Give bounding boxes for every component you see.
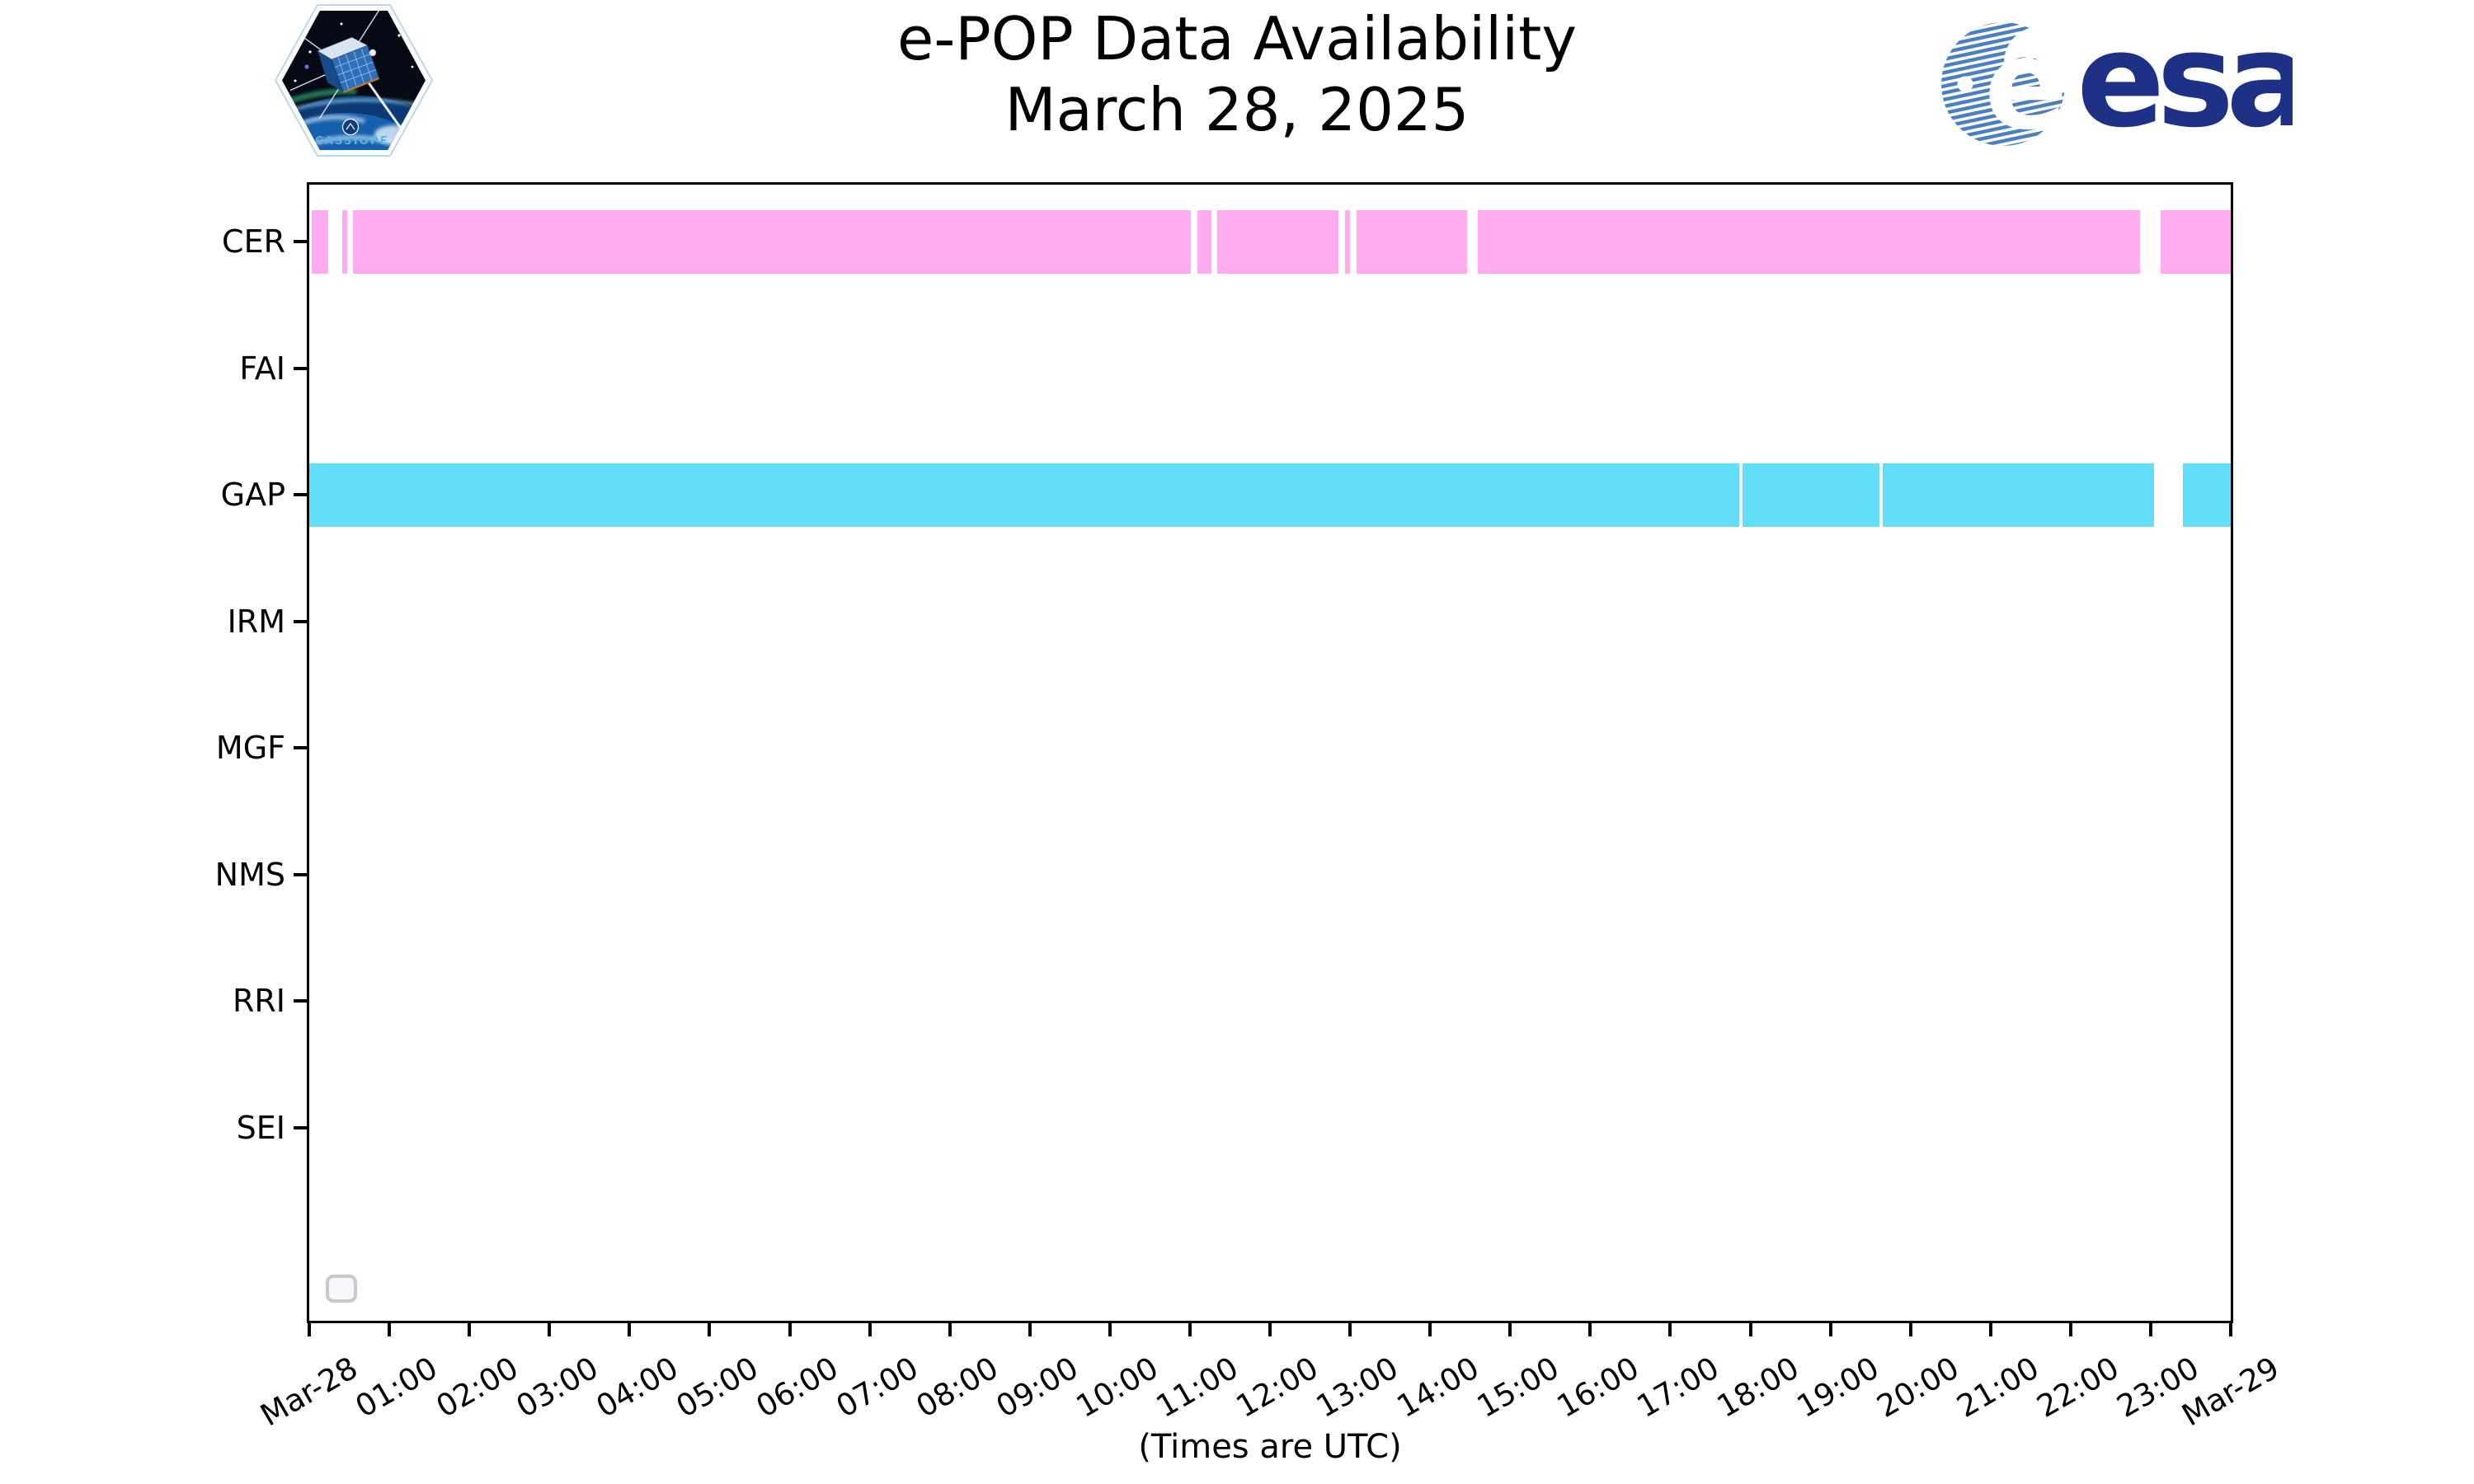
figure-title-line1: e-POP Data Availability — [897, 4, 1577, 73]
esa-logo: e esa — [1941, 18, 2293, 154]
patch-laser-beam — [366, 81, 406, 134]
x-tick-label-17: 17:00 — [1630, 1350, 1725, 1425]
x-tick-label-6: 06:00 — [750, 1350, 844, 1425]
x-tick-mark-4 — [628, 1322, 632, 1336]
x-tick-mark-16 — [1588, 1322, 1592, 1336]
x-tick-mark-18 — [1748, 1322, 1752, 1336]
plot-area — [309, 185, 2231, 1321]
x-tick-label-3: 03:00 — [510, 1350, 604, 1425]
availability-bar-cer-5 — [1345, 209, 1351, 274]
availability-bar-cer-1 — [341, 209, 347, 274]
esa-globe-e-cutout: e — [1984, 18, 2068, 154]
x-tick-mark-20 — [1908, 1322, 1912, 1336]
x-tick-mark-9 — [1028, 1322, 1032, 1336]
x-tick-label-10: 10:00 — [1070, 1350, 1164, 1425]
x-tick-mark-6 — [788, 1322, 792, 1336]
y-tick-mark-sei — [294, 1125, 308, 1129]
x-tick-label-15: 15:00 — [1470, 1350, 1565, 1425]
x-tick-mark-14 — [1428, 1322, 1432, 1336]
x-tick-mark-13 — [1348, 1322, 1352, 1336]
x-tick-label-13: 13:00 — [1310, 1350, 1405, 1425]
y-tick-mark-mgf — [294, 746, 308, 749]
availability-bar-cer-4 — [1216, 209, 1339, 274]
x-tick-label-18: 18:00 — [1710, 1350, 1805, 1425]
x-tick-mark-23 — [2148, 1322, 2152, 1336]
y-tick-mark-cer — [294, 240, 308, 243]
x-tick-label-22: 22:00 — [2030, 1350, 2125, 1425]
availability-bar-gap-0 — [309, 463, 1739, 527]
availability-bar-cer-8 — [2160, 209, 2231, 274]
x-tick-mark-24 — [2229, 1322, 2232, 1336]
x-tick-mark-8 — [948, 1322, 952, 1336]
y-tick-mark-gap — [294, 493, 308, 496]
y-tick-label-cer: CER — [222, 223, 285, 260]
x-tick-label-16: 16:00 — [1550, 1350, 1645, 1425]
x-axis-label: (Times are UTC) — [1138, 1428, 1402, 1466]
y-tick-label-fai: FAI — [239, 350, 285, 387]
x-tick-label-5: 05:00 — [670, 1350, 764, 1425]
y-tick-label-gap: GAP — [220, 477, 285, 513]
y-tick-mark-nms — [294, 872, 308, 876]
y-tick-label-rri: RRI — [232, 983, 285, 1019]
x-tick-mark-15 — [1508, 1322, 1512, 1336]
x-tick-label-4: 04:00 — [590, 1350, 684, 1425]
x-tick-mark-10 — [1108, 1322, 1112, 1336]
esa-wordmark: esa — [2077, 18, 2293, 154]
x-tick-mark-7 — [868, 1322, 872, 1336]
x-tick-label-12: 12:00 — [1230, 1350, 1324, 1425]
x-tick-mark-17 — [1668, 1322, 1672, 1336]
empty-legend-box — [326, 1275, 357, 1303]
x-tick-label-8: 08:00 — [910, 1350, 1004, 1425]
x-tick-label-2: 02:00 — [430, 1350, 524, 1425]
x-tick-label-11: 11:00 — [1150, 1350, 1244, 1425]
x-tick-label-19: 19:00 — [1790, 1350, 1885, 1425]
x-tick-label-20: 20:00 — [1870, 1350, 1965, 1425]
x-tick-mark-1 — [388, 1322, 392, 1336]
x-tick-mark-2 — [468, 1322, 472, 1336]
patch-star — [304, 64, 309, 69]
availability-bar-cer-6 — [1356, 209, 1467, 274]
x-tick-mark-0 — [308, 1322, 311, 1336]
y-tick-mark-fai — [294, 366, 308, 370]
x-tick-mark-19 — [1828, 1322, 1832, 1336]
esa-globe-star — [1957, 76, 1973, 92]
x-tick-label-1: 01:00 — [350, 1350, 444, 1425]
x-tick-mark-3 — [548, 1322, 552, 1336]
x-tick-label-9: 09:00 — [990, 1350, 1084, 1425]
y-tick-label-mgf: MGF — [215, 730, 285, 766]
availability-bar-cer-0 — [311, 209, 329, 274]
availability-bar-cer-2 — [353, 209, 1191, 274]
availability-bar-gap-2 — [1882, 463, 2154, 527]
x-tick-mark-22 — [2068, 1322, 2072, 1336]
y-tick-label-nms: NMS — [214, 856, 285, 893]
y-tick-label-irm: IRM — [227, 603, 285, 640]
y-tick-mark-rri — [294, 999, 308, 1003]
figure-title: e-POP Data Availability March 28, 2025 — [0, 3, 2474, 145]
availability-bar-cer-3 — [1197, 209, 1212, 274]
cassiope-wordmark: CASSIOPE — [315, 135, 389, 148]
y-tick-label-sei: SEI — [236, 1109, 285, 1146]
cassiope-mission-patch-logo: CASSIOPE — [274, 4, 434, 157]
x-tick-mark-11 — [1188, 1322, 1192, 1336]
x-tick-label-21: 21:00 — [1950, 1350, 2045, 1425]
x-tick-mark-21 — [1988, 1322, 1992, 1336]
patch-emblem — [341, 118, 360, 136]
availability-bar-gap-1 — [1742, 463, 1879, 527]
x-tick-label-0: Mar-28 — [254, 1350, 364, 1434]
x-tick-label-14: 14:00 — [1390, 1350, 1485, 1425]
patch-satellite — [289, 11, 381, 120]
x-tick-mark-12 — [1268, 1322, 1272, 1336]
x-tick-mark-5 — [708, 1322, 712, 1336]
y-tick-mark-irm — [294, 619, 308, 623]
availability-bar-gap-3 — [2182, 463, 2231, 527]
x-tick-label-7: 07:00 — [830, 1350, 924, 1425]
availability-bar-cer-7 — [1478, 209, 2141, 274]
figure-title-line2: March 28, 2025 — [1004, 75, 1470, 144]
